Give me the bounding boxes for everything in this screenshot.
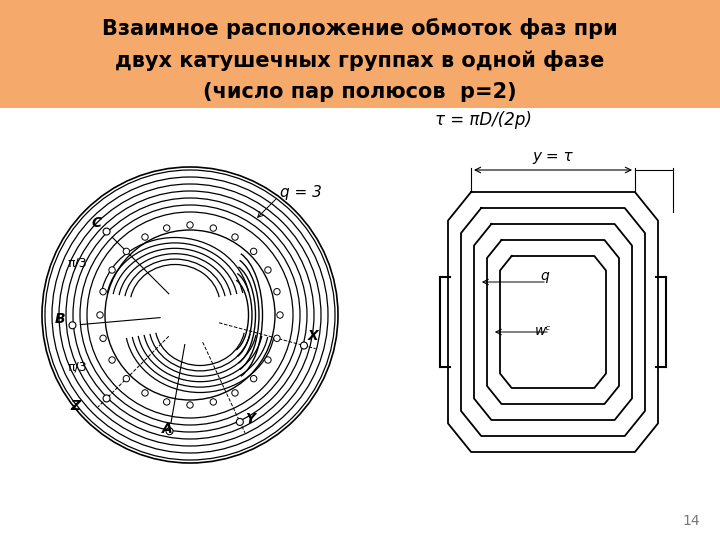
Circle shape xyxy=(276,312,283,318)
Circle shape xyxy=(251,375,257,382)
Circle shape xyxy=(163,225,170,231)
Circle shape xyxy=(232,234,238,240)
Circle shape xyxy=(166,428,173,435)
Text: B: B xyxy=(55,312,66,326)
Circle shape xyxy=(274,335,280,341)
Text: двух катушечных группах в одной фазе: двух катушечных группах в одной фазе xyxy=(115,50,605,71)
Circle shape xyxy=(100,335,107,341)
Circle shape xyxy=(123,248,130,254)
Text: (число пар полюсов  p=2): (число пар полюсов p=2) xyxy=(203,82,517,102)
Text: wᶜ: wᶜ xyxy=(535,324,552,338)
Circle shape xyxy=(210,399,217,405)
Circle shape xyxy=(106,231,274,399)
Circle shape xyxy=(69,322,76,329)
Text: Y: Y xyxy=(245,412,255,426)
Text: y = τ: y = τ xyxy=(533,149,573,164)
Circle shape xyxy=(265,357,271,363)
Circle shape xyxy=(109,267,115,273)
Circle shape xyxy=(210,225,217,231)
Circle shape xyxy=(265,267,271,273)
Text: Z: Z xyxy=(70,399,80,413)
Circle shape xyxy=(300,342,307,349)
Bar xyxy=(0,0,720,108)
Circle shape xyxy=(236,418,243,426)
Text: τ = πD/(2p): τ = πD/(2p) xyxy=(435,111,532,129)
Circle shape xyxy=(123,375,130,382)
Text: C: C xyxy=(92,216,102,230)
Circle shape xyxy=(186,402,193,408)
Circle shape xyxy=(251,248,257,254)
Text: A: A xyxy=(162,422,173,436)
Circle shape xyxy=(142,234,148,240)
Circle shape xyxy=(103,228,110,235)
Circle shape xyxy=(274,288,280,295)
Text: π/3: π/3 xyxy=(68,257,88,270)
Text: π/3: π/3 xyxy=(68,360,88,373)
Circle shape xyxy=(103,395,110,402)
Circle shape xyxy=(109,357,115,363)
Text: 14: 14 xyxy=(683,514,700,528)
Text: X: X xyxy=(308,329,319,343)
Bar xyxy=(0,108,720,540)
Circle shape xyxy=(163,399,170,405)
Circle shape xyxy=(186,222,193,228)
Text: Взаимное расположение обмоток фаз при: Взаимное расположение обмоток фаз при xyxy=(102,18,618,39)
Text: q = 3: q = 3 xyxy=(280,185,322,200)
Circle shape xyxy=(100,288,107,295)
Circle shape xyxy=(96,312,103,318)
Text: q: q xyxy=(540,269,549,283)
Circle shape xyxy=(142,390,148,396)
Circle shape xyxy=(232,390,238,396)
